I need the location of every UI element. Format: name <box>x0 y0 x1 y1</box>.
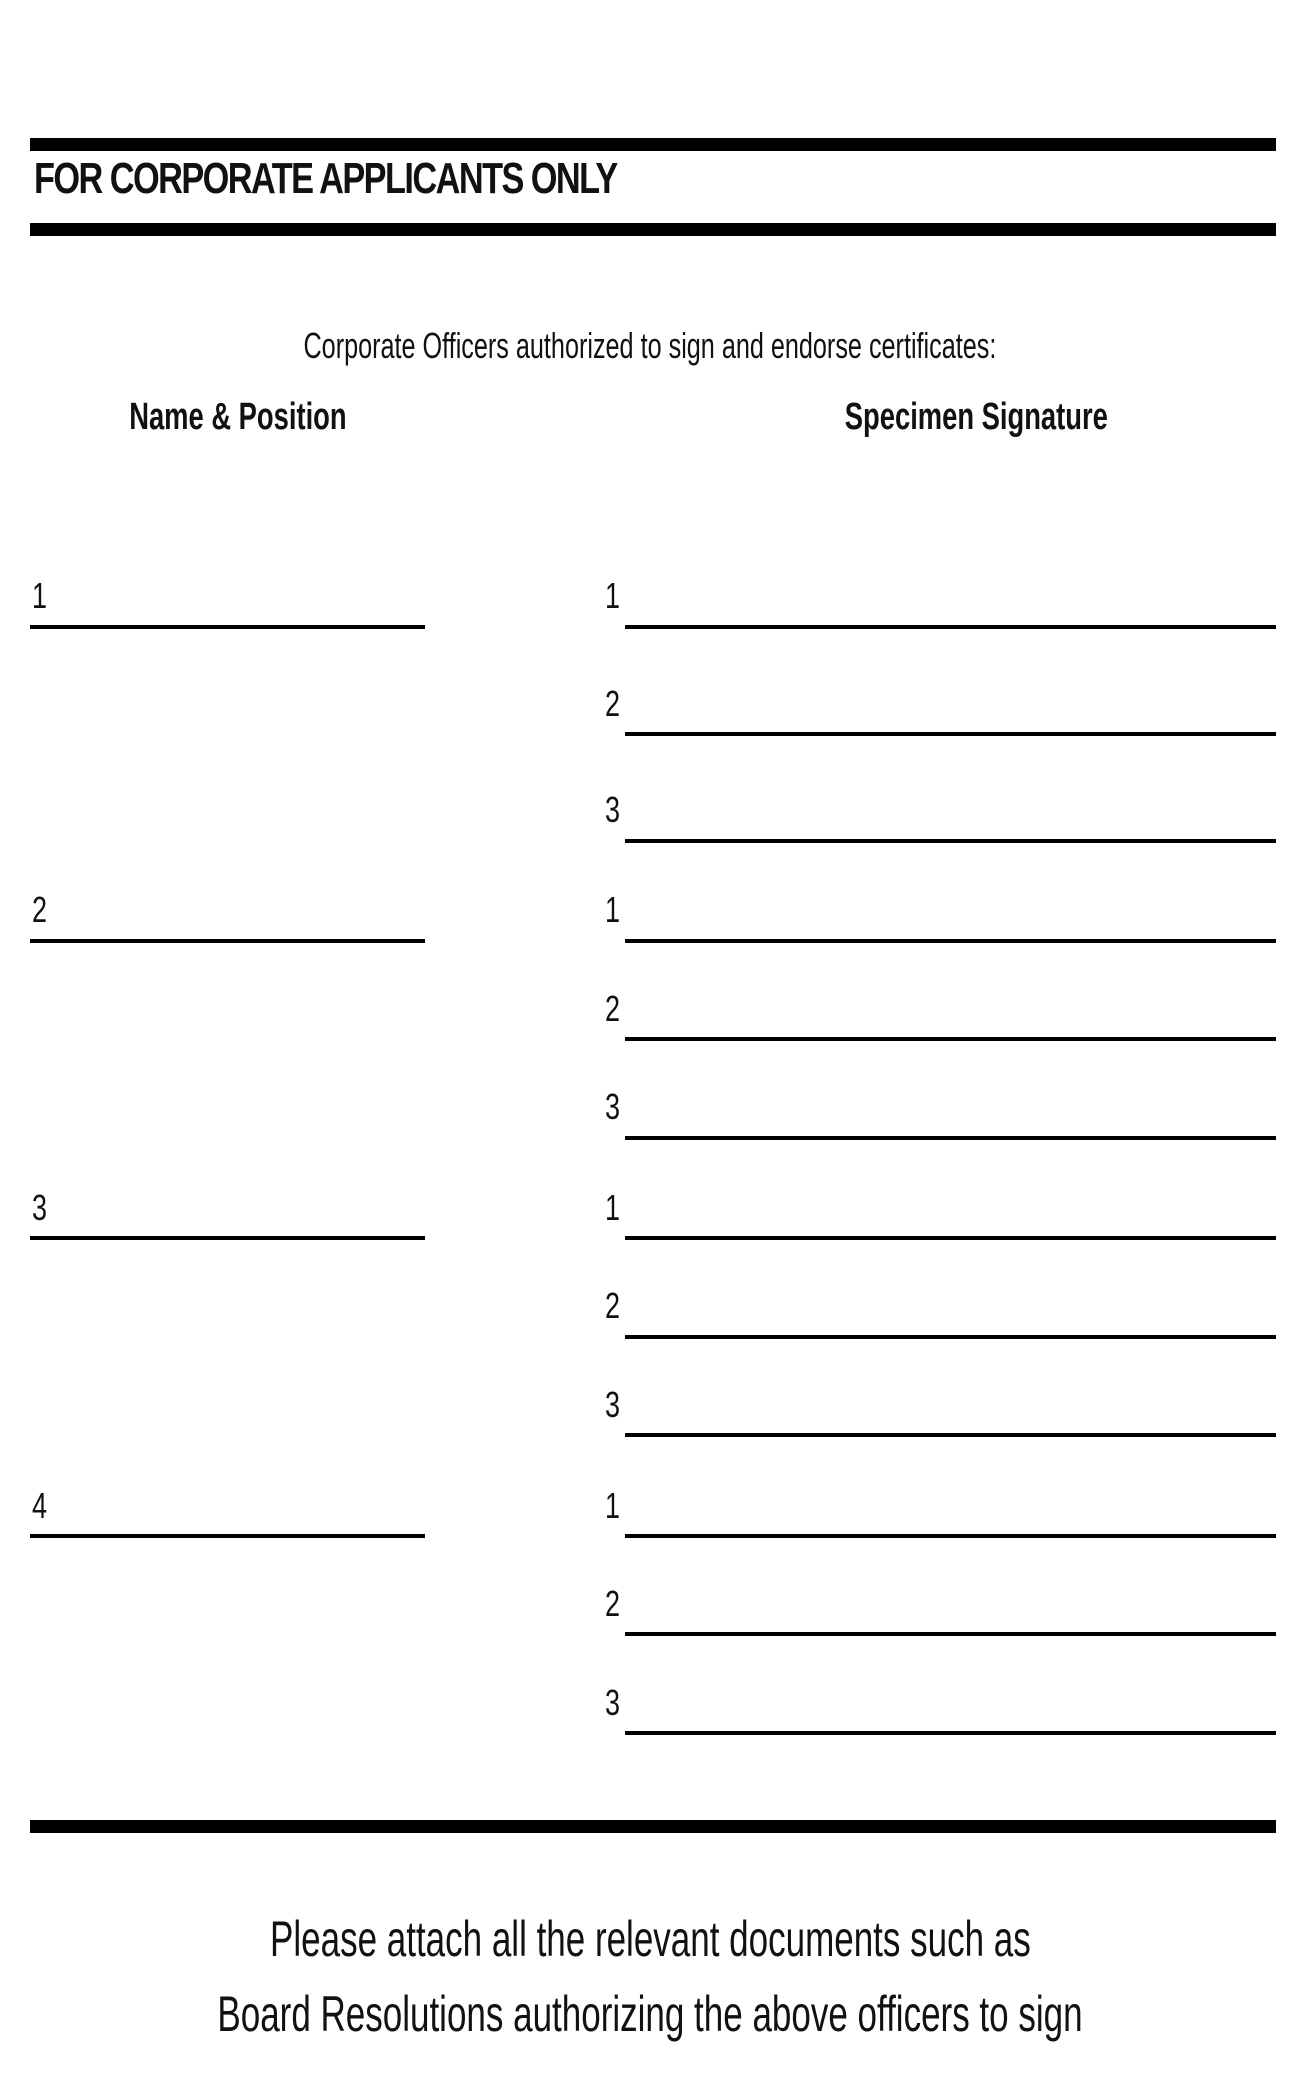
footer-note-line-1: Please attach all the relevant documents… <box>0 1910 1300 1968</box>
signature-number: 2 <box>605 683 621 724</box>
section-title: FOR CORPORATE APPLICANTS ONLY <box>34 154 618 203</box>
footer-text-2: Board Resolutions authorizing the above … <box>217 1986 1083 2042</box>
signature-line[interactable] <box>625 732 1276 736</box>
signature-number: 2 <box>605 1285 621 1326</box>
signature-number: 3 <box>605 1384 621 1425</box>
officer-number: 3 <box>32 1187 48 1228</box>
signature-number: 3 <box>605 789 621 830</box>
footer-text-1: Please attach all the relevant documents… <box>269 1911 1031 1967</box>
intro-label: Corporate Officers authorized to sign an… <box>303 325 997 366</box>
intro-text: Corporate Officers authorized to sign an… <box>0 325 1300 367</box>
footer-note-line-2: Board Resolutions authorizing the above … <box>0 1985 1300 2043</box>
signature-line[interactable] <box>625 1731 1276 1735</box>
signature-number: 1 <box>605 1485 621 1526</box>
title-rule <box>30 223 1276 236</box>
signature-number: 3 <box>605 1682 621 1723</box>
officer-number: 1 <box>32 575 48 616</box>
signature-number: 3 <box>605 1086 621 1127</box>
officer-name-position-line[interactable] <box>30 939 425 943</box>
officer-number: 4 <box>32 1485 48 1526</box>
bottom-rule <box>30 1820 1276 1833</box>
signature-number: 2 <box>605 1583 621 1624</box>
signature-line[interactable] <box>625 1632 1276 1636</box>
signature-line[interactable] <box>625 1037 1276 1041</box>
officer-name-position-line[interactable] <box>30 1534 425 1538</box>
signature-number: 1 <box>605 575 621 616</box>
signature-line[interactable] <box>625 1236 1276 1240</box>
signature-number: 1 <box>605 889 621 930</box>
officer-number: 2 <box>32 889 48 930</box>
column-header-specimen-signature: Specimen Signature <box>844 396 1108 438</box>
officer-name-position-line[interactable] <box>30 1236 425 1240</box>
signature-number: 2 <box>605 988 621 1029</box>
signature-line[interactable] <box>625 939 1276 943</box>
signature-line[interactable] <box>625 1534 1276 1538</box>
signature-line[interactable] <box>625 1433 1276 1437</box>
signature-number: 1 <box>605 1187 621 1228</box>
signature-line[interactable] <box>625 839 1276 843</box>
officer-name-position-line[interactable] <box>30 625 425 629</box>
column-header-name-position: Name & Position <box>129 396 347 438</box>
top-rule <box>30 138 1276 151</box>
signature-line[interactable] <box>625 1335 1276 1339</box>
signature-line[interactable] <box>625 625 1276 629</box>
signature-line[interactable] <box>625 1136 1276 1140</box>
